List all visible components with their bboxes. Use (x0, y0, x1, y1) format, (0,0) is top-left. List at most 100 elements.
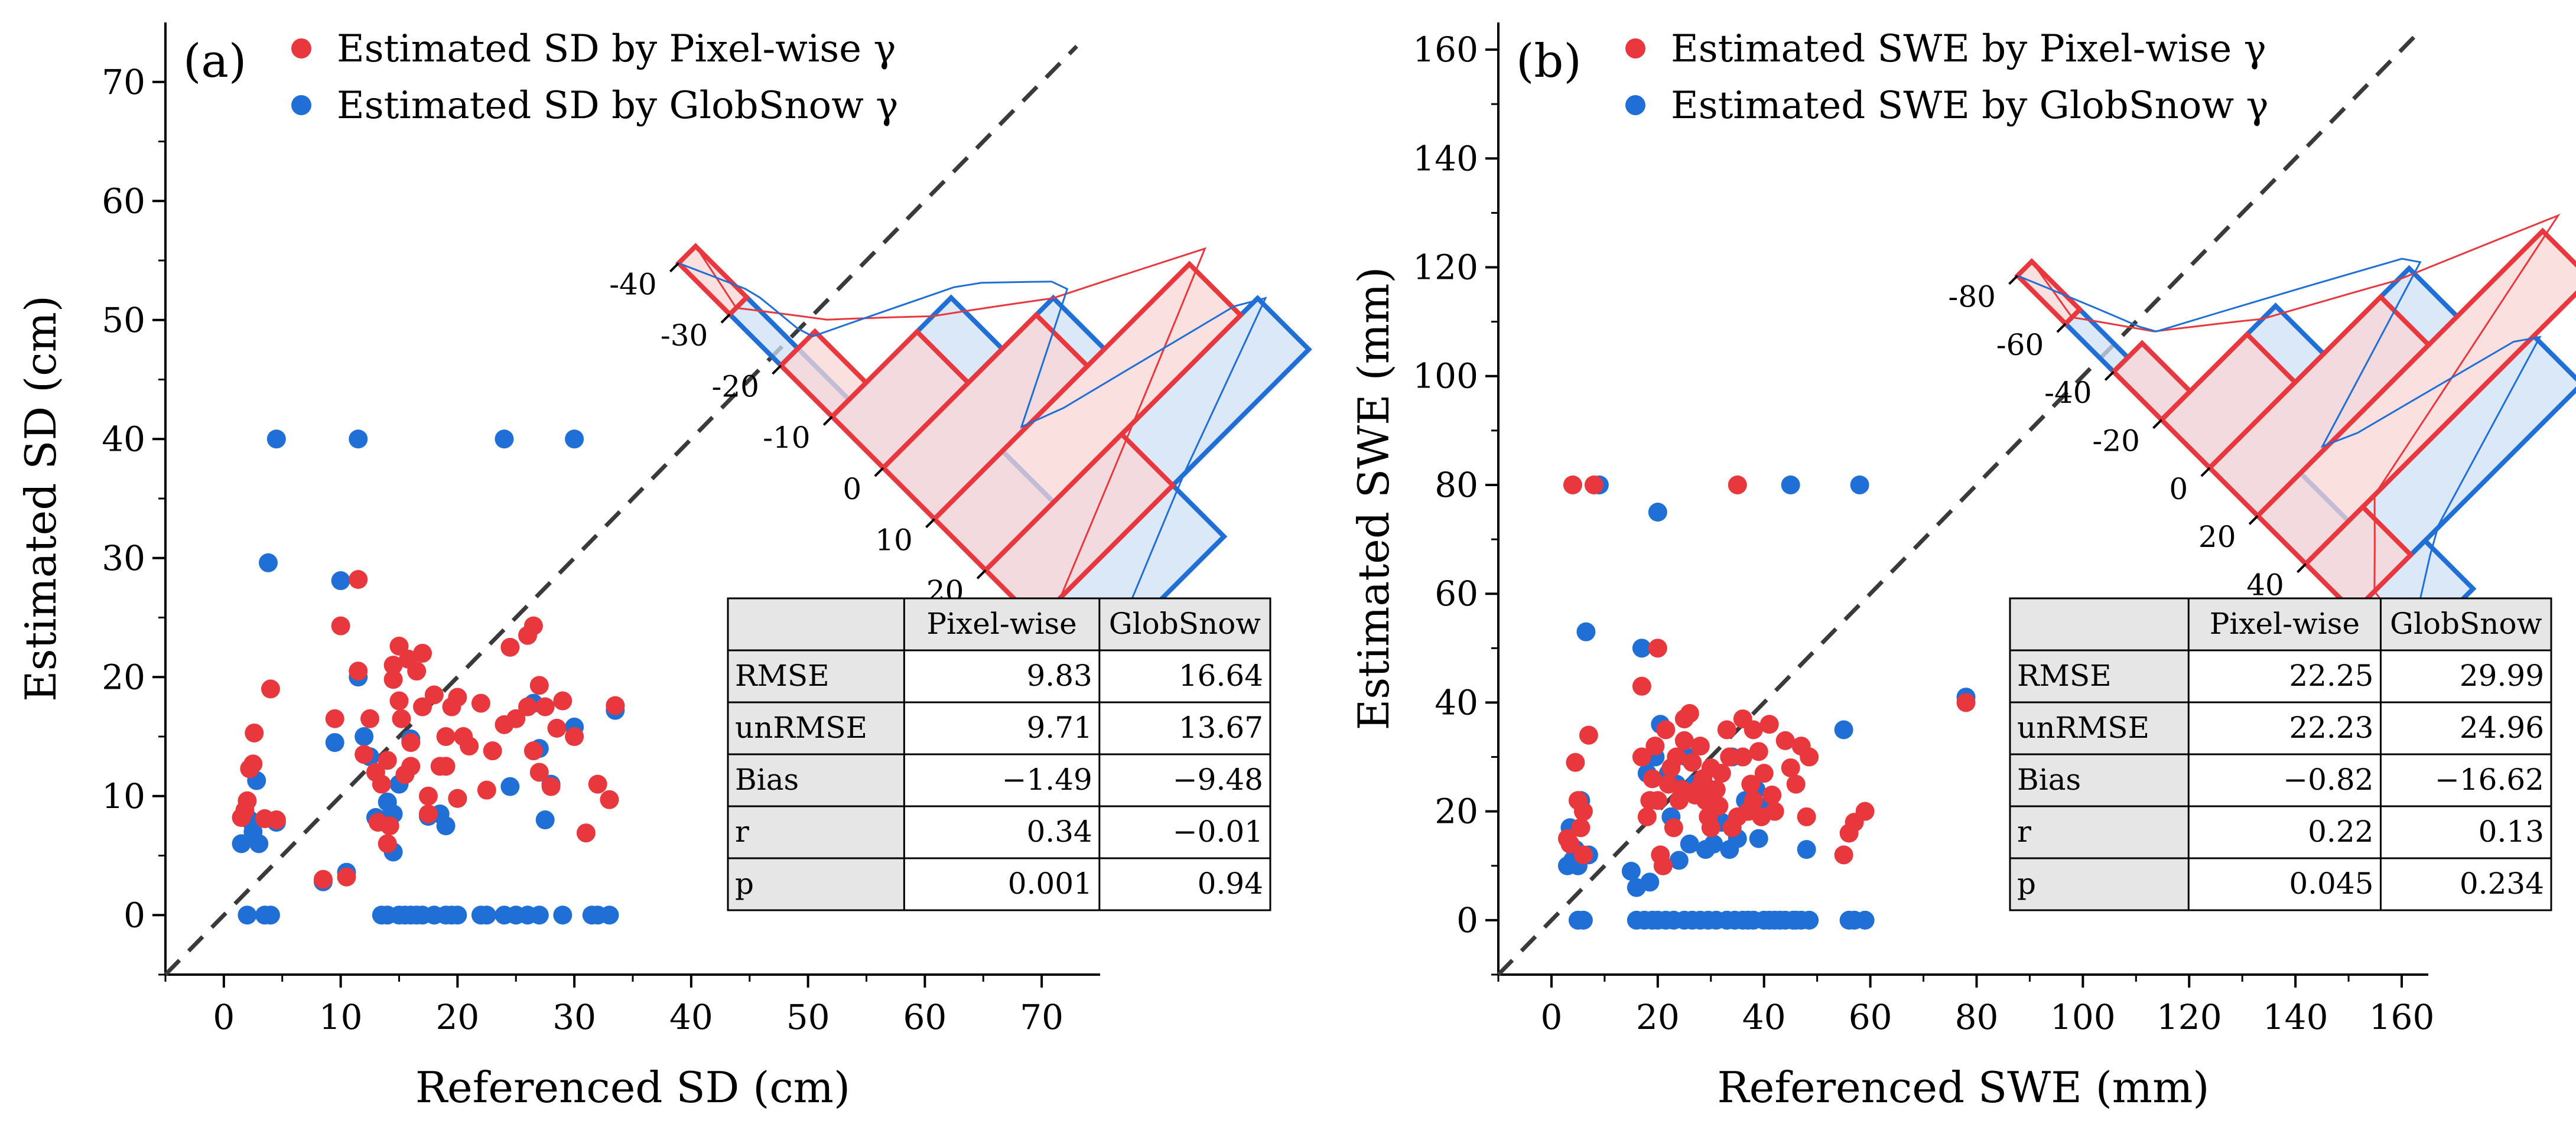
inset-tick-mark (2200, 467, 2211, 477)
pixel-wise-point (477, 780, 496, 800)
globsnow-point (1640, 872, 1660, 892)
inset-tick-label: 0 (2169, 472, 2188, 506)
stats-value-cell: −1.49 (1002, 763, 1092, 797)
pixel-wise-point (1759, 715, 1779, 734)
inset-tick-mark (2008, 275, 2019, 285)
stats-value-cell: 0.13 (2479, 815, 2544, 849)
stats-table: Pixel-wise GlobSnow RMSE 22.25 29.99 unRMSE 22… (2009, 597, 2552, 911)
x-tick-label: 60 (1849, 997, 1892, 1037)
x-tick-label: 20 (1636, 997, 1680, 1037)
pixel-wise-point (1674, 731, 1694, 750)
pixel-wise-point (523, 741, 543, 761)
globsnow-point (354, 727, 374, 746)
panel-a: 0 10 20 30 40 50 60 70 0 10 20 30 40 50 60 70 Referenced… (16, 22, 1312, 1112)
stats-value-cell: 0.34 (1027, 815, 1092, 849)
pixel-wise-point (418, 804, 438, 823)
pixel-wise-point (401, 733, 421, 753)
inset-pixel-density-curve (2031, 213, 2561, 647)
x-tick-label: 160 (2369, 997, 2435, 1037)
y-tick-label: 60 (1435, 574, 1478, 614)
globsnow-point (325, 733, 344, 753)
x-tick-label: 120 (2157, 997, 2222, 1037)
inset-tick-label: -40 (609, 267, 657, 301)
pixel-wise-point (1571, 818, 1591, 838)
stats-value-cell: 29.99 (2460, 659, 2544, 693)
pixel-wise-point (518, 697, 538, 716)
stats-row-label: p (735, 867, 754, 901)
globsnow-point (477, 905, 496, 925)
pixel-wise-point (1563, 475, 1582, 494)
inset-pixel-bar (2302, 503, 2415, 615)
pixel-wise-point (238, 791, 257, 810)
y-tick-label: 120 (1413, 247, 1478, 288)
pixel-wise-point (1690, 737, 1710, 756)
pixel-wise-point (360, 709, 380, 728)
globsnow-point (331, 571, 350, 591)
pixel-wise-point (1754, 764, 1774, 783)
inset-tick-mark (976, 569, 987, 579)
globsnow-point (448, 905, 467, 925)
inset-tick-label: -10 (763, 421, 811, 455)
pixel-wise-point (380, 816, 399, 836)
stats-header-cell: Pixel-wise (926, 607, 1076, 641)
stats-value-cell: 22.25 (2289, 659, 2373, 693)
globsnow-point (259, 553, 278, 572)
pixel-wise-point (349, 570, 368, 589)
stats-value-cell: 16.64 (1179, 659, 1263, 693)
pixel-wise-point (600, 790, 619, 809)
pixel-wise-point (1648, 639, 1667, 658)
pixel-wise-point (1733, 747, 1752, 767)
x-tick-label: 40 (669, 997, 713, 1037)
pixel-wise-point (565, 727, 584, 746)
x-tick-label: 60 (903, 997, 947, 1037)
pixel-wise-point (553, 691, 573, 711)
legend-marker-glob (1625, 95, 1645, 115)
stats-value-cell: 0.045 (2289, 867, 2373, 901)
inset-tick-label: 40 (2246, 568, 2284, 602)
pixel-wise-point (1579, 725, 1598, 745)
legend-marker-glob (291, 95, 311, 115)
inset-histogram: -80-60-40-20020406080 (1948, 213, 2576, 709)
panel-label: (b) (1516, 35, 1582, 88)
x-tick-label: 50 (786, 997, 830, 1037)
stats-value-cell: 22.23 (2289, 711, 2373, 745)
inset-tick-label: -20 (711, 370, 759, 404)
legend-label-glob: Estimated SWE by GlobSnow γ (1671, 84, 2269, 128)
pixel-wise-point (331, 616, 350, 636)
pixel-wise-point (1637, 807, 1657, 826)
x-tick-label: 100 (2050, 997, 2116, 1037)
pixel-wise-point (1797, 807, 1816, 826)
pixel-wise-point (1584, 475, 1604, 494)
globsnow-point (1648, 503, 1667, 522)
pixel-wise-point (1855, 802, 1875, 821)
y-tick-label: 0 (1456, 900, 1478, 940)
pixel-wise-point (1781, 758, 1800, 777)
y-tick-label: 30 (102, 538, 145, 578)
stats-table: Pixel-wise GlobSnow RMSE 9.83 16.64 unRMSE 9.7… (727, 597, 1271, 911)
pixel-wise-point (460, 737, 479, 756)
stats-row-label: p (2017, 867, 2036, 901)
pixel-wise-point (1741, 774, 1761, 794)
globsnow-point (1704, 834, 1723, 854)
pixel-wise-point (1744, 791, 1763, 810)
y-axis-title: Estimated SD (cm) (16, 295, 66, 702)
pixel-wise-point (424, 685, 444, 705)
globsnow-point (1573, 910, 1593, 930)
globsnow-point (1850, 475, 1869, 494)
inset-tick-mark (874, 467, 884, 477)
stats-value-cell: 0.001 (1008, 867, 1092, 901)
pixel-wise-point (389, 636, 409, 656)
inset-globsnow-density-curve (678, 262, 1267, 708)
y-tick-label: 20 (1435, 791, 1478, 832)
pixel-wise-point (1834, 845, 1853, 865)
pixel-wise-point (529, 763, 549, 782)
globsnow-point (500, 777, 520, 796)
pixel-wise-point (1667, 747, 1686, 767)
globsnow-point (565, 429, 584, 449)
x-axis-title: Referenced SWE (mm) (1718, 1063, 2210, 1112)
pixel-wise-point (1709, 796, 1729, 816)
pixel-wise-point (383, 656, 403, 675)
inset-globsnow-bar (2062, 306, 2132, 376)
pixel-wise-point (325, 709, 344, 728)
pixel-wise-point (535, 697, 555, 716)
